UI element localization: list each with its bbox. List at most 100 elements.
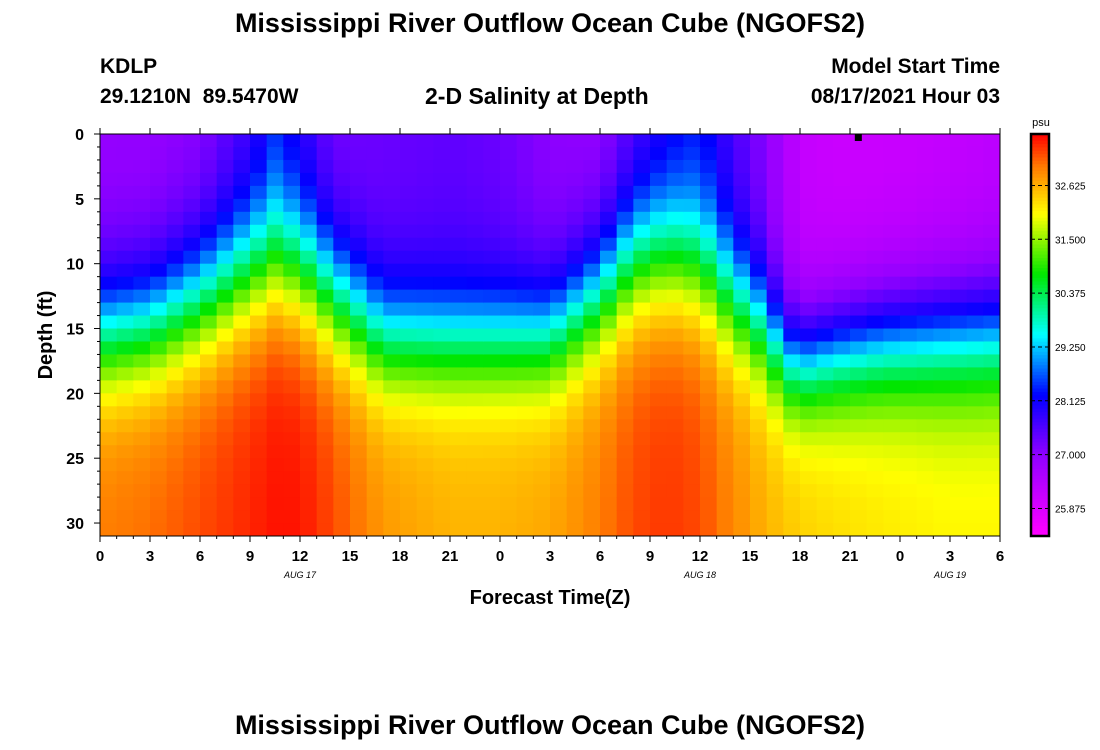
heatmap-cell bbox=[133, 146, 151, 161]
heatmap-cell bbox=[116, 250, 134, 265]
heatmap-cell bbox=[183, 432, 201, 446]
heatmap-cell bbox=[766, 497, 784, 511]
heatmap-cell bbox=[800, 302, 818, 317]
heatmap-cell bbox=[816, 276, 834, 291]
heatmap-cell bbox=[283, 406, 301, 420]
heatmap-cell bbox=[500, 393, 518, 407]
heatmap-cell bbox=[783, 341, 801, 356]
heatmap-cell bbox=[100, 471, 118, 485]
heatmap-cell bbox=[416, 302, 434, 317]
heatmap-cell bbox=[150, 250, 168, 265]
heatmap-cell bbox=[166, 134, 184, 148]
heatmap-cell bbox=[633, 458, 651, 472]
heatmap-cell bbox=[483, 237, 501, 252]
heatmap-cell bbox=[116, 497, 134, 511]
heatmap-cell bbox=[616, 250, 634, 265]
heatmap-cell bbox=[633, 354, 651, 369]
heatmap-cell bbox=[750, 289, 768, 304]
heatmap-cell bbox=[450, 289, 468, 304]
heatmap-cell bbox=[833, 432, 851, 446]
heatmap-cell bbox=[300, 289, 318, 304]
heatmap-cell bbox=[400, 523, 418, 536]
heatmap-cell bbox=[650, 354, 668, 369]
heatmap-cell bbox=[333, 289, 351, 304]
heatmap-cell bbox=[950, 510, 968, 524]
heatmap-cell bbox=[700, 263, 718, 278]
colorbar-cell bbox=[1031, 402, 1049, 406]
heatmap-cell bbox=[816, 185, 834, 200]
heatmap-cell bbox=[483, 185, 501, 200]
heatmap-cell bbox=[183, 250, 201, 265]
heatmap-cell bbox=[833, 315, 851, 330]
heatmap-cell bbox=[966, 237, 984, 252]
heatmap-cell bbox=[716, 198, 734, 213]
heatmap-cell bbox=[833, 263, 851, 278]
heatmap-cell bbox=[366, 484, 384, 498]
heatmap-cell bbox=[683, 289, 701, 304]
heatmap-cell bbox=[600, 276, 618, 291]
heatmap-cell bbox=[416, 510, 434, 524]
heatmap-cell bbox=[550, 198, 568, 213]
heatmap-cell bbox=[566, 211, 584, 226]
colorbar-cell bbox=[1031, 167, 1049, 172]
heatmap-cell bbox=[966, 328, 984, 343]
heatmap-cell bbox=[133, 510, 151, 524]
heatmap-cell bbox=[900, 380, 918, 394]
heatmap-cell bbox=[916, 471, 934, 485]
heatmap-cell bbox=[866, 289, 884, 304]
colorbar-cell bbox=[1031, 201, 1049, 205]
heatmap-cell bbox=[233, 250, 251, 265]
heatmap-cell bbox=[866, 263, 884, 278]
heatmap-cell bbox=[183, 354, 201, 369]
heatmap-cell bbox=[950, 484, 968, 498]
heatmap-cell bbox=[600, 185, 618, 200]
heatmap-cell bbox=[966, 510, 984, 524]
heatmap-cell bbox=[233, 393, 251, 407]
heatmap-cell bbox=[883, 419, 901, 433]
heatmap-cell bbox=[500, 146, 518, 161]
heatmap-cell bbox=[650, 523, 668, 536]
heatmap-cell bbox=[333, 276, 351, 291]
heatmap-cell bbox=[816, 134, 834, 148]
heatmap-cell bbox=[800, 510, 818, 524]
heatmap-cell bbox=[633, 185, 651, 200]
heatmap-cell bbox=[900, 484, 918, 498]
heatmap-cell bbox=[816, 315, 834, 330]
heatmap-cell bbox=[800, 146, 818, 161]
heatmap-cell bbox=[716, 380, 734, 394]
x-tick-label: 0 bbox=[496, 548, 504, 565]
heatmap-cell bbox=[650, 367, 668, 381]
heatmap-cell bbox=[583, 341, 601, 356]
heatmap-cell bbox=[516, 406, 534, 420]
colorbar-cell bbox=[1031, 170, 1049, 175]
heatmap-cell bbox=[466, 380, 484, 394]
heatmap-cell bbox=[333, 134, 351, 148]
heatmap-cell bbox=[850, 484, 868, 498]
heatmap-cell bbox=[283, 341, 301, 356]
heatmap-cell bbox=[233, 263, 251, 278]
heatmap-cell bbox=[916, 432, 934, 446]
heatmap-cell bbox=[233, 523, 251, 536]
heatmap-cell bbox=[616, 497, 634, 511]
colorbar-cell bbox=[1031, 247, 1049, 252]
heatmap-cell bbox=[266, 276, 284, 291]
heatmap-cell bbox=[500, 432, 518, 446]
heatmap-cell bbox=[850, 315, 868, 330]
heatmap-cell bbox=[566, 315, 584, 330]
heatmap-cell bbox=[200, 276, 218, 291]
heatmap-cell bbox=[566, 484, 584, 498]
heatmap-cell bbox=[283, 523, 301, 536]
heatmap-cell bbox=[283, 484, 301, 498]
heatmap-cell bbox=[450, 159, 468, 174]
heatmap-cell bbox=[300, 497, 318, 511]
heatmap-cell bbox=[183, 185, 201, 200]
heatmap-cell bbox=[333, 146, 351, 161]
heatmap-cell bbox=[300, 484, 318, 498]
heatmap-cell bbox=[633, 172, 651, 187]
heatmap-cell bbox=[866, 185, 884, 200]
colorbar-cell bbox=[1031, 298, 1049, 303]
heatmap-cell bbox=[533, 198, 551, 213]
heatmap-cell bbox=[366, 432, 384, 446]
heatmap-cell bbox=[383, 354, 401, 369]
heatmap-cell bbox=[533, 289, 551, 304]
